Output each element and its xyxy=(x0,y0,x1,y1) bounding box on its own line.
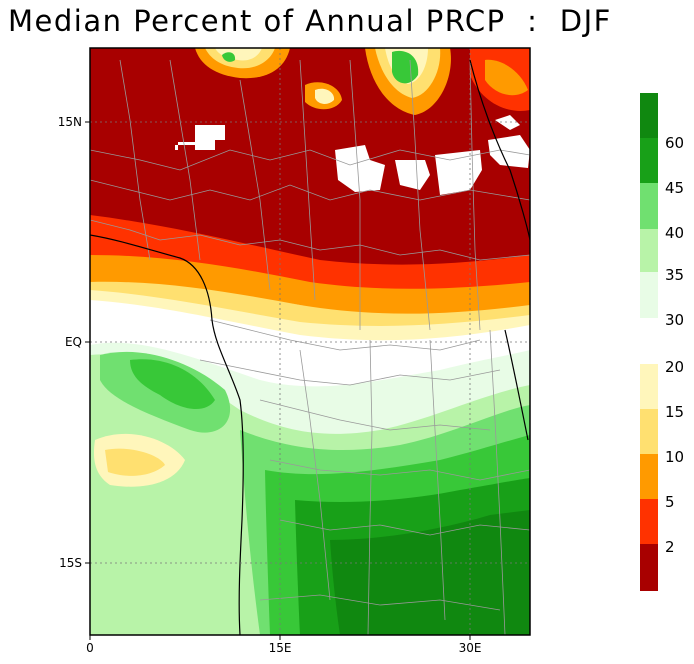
coastline xyxy=(90,59,530,635)
graticule xyxy=(90,48,530,635)
atlantic-orange-core xyxy=(105,448,165,476)
lat-label-eq: EQ xyxy=(65,335,82,349)
lat-label-15n: 15N xyxy=(58,115,82,129)
legend-label-10: 10 xyxy=(665,448,684,466)
legend-swatch-2-5 xyxy=(640,499,658,544)
legend-label-2: 2 xyxy=(665,538,675,556)
legend-wet-scale: 60 45 40 35 30 xyxy=(640,93,684,329)
east-sahel-orange2 xyxy=(485,59,528,96)
legend-label-30: 30 xyxy=(665,311,684,329)
lon-label-0: 0 xyxy=(86,641,94,655)
legend-label-35: 35 xyxy=(665,266,684,284)
core-green xyxy=(330,510,530,635)
lat-label-15s: 15S xyxy=(59,556,82,570)
legend-swatch-35-40 xyxy=(640,229,658,272)
legend-swatch-10-15 xyxy=(640,409,658,454)
sahara-pale-patch-1 xyxy=(215,48,262,61)
no-data-block-2 xyxy=(335,145,385,192)
legend-dry-scale: 20 15 10 5 2 xyxy=(640,358,684,591)
lon-label-30e: 30E xyxy=(459,641,482,655)
legend-swatch-40-45 xyxy=(640,183,658,229)
legend-swatch-45-60 xyxy=(640,138,658,183)
sahara-pale-patch-3 xyxy=(315,88,335,104)
legend-label-60: 60 xyxy=(665,134,684,152)
legend-swatch-5-10 xyxy=(640,454,658,499)
lon-label-15e: 15E xyxy=(269,641,292,655)
legend-swatch-15-20 xyxy=(640,364,658,409)
map-field xyxy=(90,48,530,635)
legend-label-15: 15 xyxy=(665,403,684,421)
legend-swatch-below-2 xyxy=(640,544,658,591)
legend-label-45: 45 xyxy=(665,179,684,197)
legend-swatch-30-35 xyxy=(640,272,658,318)
sahara-green-dot xyxy=(222,52,236,62)
no-data-block-6 xyxy=(495,115,520,130)
no-data-block-1 xyxy=(175,125,225,150)
legend-label-20: 20 xyxy=(665,358,684,376)
gulf-green-core xyxy=(130,359,215,410)
legend-label-5: 5 xyxy=(665,493,675,511)
no-data-block-3 xyxy=(395,160,430,190)
map-title: Median Percent of Annual PRCP : DJF xyxy=(8,4,612,38)
sahara-green-patch xyxy=(392,50,419,84)
legend-swatch-60-plus xyxy=(640,93,658,138)
axis-ticks xyxy=(85,121,471,640)
legend-label-40: 40 xyxy=(665,224,684,242)
admin-borders xyxy=(90,59,530,635)
